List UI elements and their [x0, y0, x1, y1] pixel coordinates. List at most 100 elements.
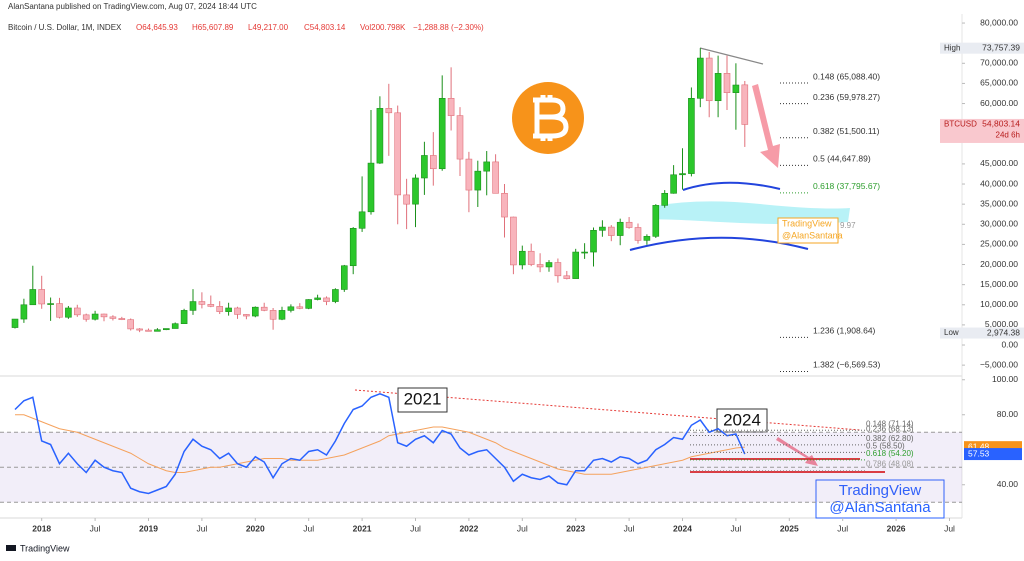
- marker-label: 2,974.38: [987, 327, 1020, 337]
- fib-label: 1.236 (1,908.64): [813, 326, 876, 336]
- y-tick-label: 70,000.00: [980, 58, 1018, 68]
- candle-body: [145, 329, 152, 332]
- rsi-marker-label: 61.48: [968, 441, 990, 451]
- candle-body: [118, 318, 126, 320]
- candle-body: [616, 221, 624, 236]
- x-tick-label: Jul: [196, 523, 207, 533]
- candle-body: [403, 194, 410, 205]
- volume: Vol200.798K: [360, 23, 406, 32]
- candle-body: [438, 98, 446, 170]
- candle-body: [643, 236, 651, 241]
- candle-body: [29, 289, 37, 306]
- candle-body: [287, 306, 295, 311]
- fib-fragment: 9.97: [840, 221, 856, 230]
- rsi-band: [0, 432, 962, 503]
- curve: [629, 236, 809, 251]
- fib-label: 0.5 (58.50): [866, 441, 905, 450]
- rsi-line: [15, 414, 745, 475]
- watermark: @AlanSantana: [829, 499, 931, 516]
- rsi-marker: [964, 448, 1022, 461]
- footer: TradingView: [20, 543, 70, 553]
- candle-body: [412, 177, 419, 205]
- fib-label: 0.382 (62.80): [866, 434, 914, 443]
- candle-body: [100, 313, 108, 318]
- watermark: TradingView: [782, 218, 832, 228]
- candle-body: [679, 173, 686, 176]
- candle-body: [696, 57, 704, 99]
- y-tick-label: 80,000.00: [980, 17, 1018, 27]
- fib-label: 0.236 (59,978.27): [813, 92, 880, 102]
- candle-body: [510, 216, 517, 266]
- candle-body: [590, 230, 597, 253]
- candle-body: [367, 162, 375, 213]
- y-tick-label: 45,000.00: [980, 158, 1018, 168]
- y-tick-label: 60,000.00: [980, 98, 1018, 108]
- marker-name: BTCUSD: [944, 120, 977, 129]
- candle-body: [171, 323, 179, 329]
- candle-body: [421, 155, 428, 179]
- y-tick-label: 40.00: [997, 479, 1019, 489]
- candle-body: [20, 304, 28, 320]
- candle-body: [705, 57, 713, 102]
- rsi-line: [14, 392, 746, 495]
- price-marker: [940, 42, 1024, 54]
- candle-body: [572, 251, 580, 279]
- watermark-box: [777, 217, 839, 244]
- candle-body: [11, 318, 19, 328]
- candle-body: [260, 306, 268, 311]
- candle-body: [234, 307, 241, 315]
- candle-body: [207, 304, 215, 307]
- candle-body: [358, 211, 366, 229]
- change: −1,288.88 (−2.30%): [413, 23, 484, 32]
- curve: [682, 181, 781, 191]
- candle-body: [474, 170, 482, 191]
- y-tick-label: 20,000.00: [980, 259, 1018, 269]
- candle-body: [429, 155, 437, 170]
- candle-body: [492, 161, 499, 194]
- candle-body: [47, 303, 54, 305]
- candle-body: [296, 306, 304, 309]
- candle-body: [278, 310, 286, 320]
- rsi-marker-label: 57.53: [968, 448, 990, 458]
- x-tick-label: 2019: [139, 523, 158, 533]
- fib-label: 0.236 (68.13): [866, 425, 914, 434]
- ohlc-value: O64,645.93: [136, 23, 178, 32]
- candle-body: [483, 161, 491, 172]
- marker-name: Low: [944, 328, 959, 337]
- x-tick-label: 2020: [246, 523, 265, 533]
- candle-body: [741, 84, 749, 125]
- x-tick-label: Jul: [730, 523, 741, 533]
- watermark: TradingView: [839, 482, 922, 499]
- candle-body: [269, 310, 277, 320]
- y-tick-label: 0.00: [1001, 339, 1018, 349]
- bitcoin-logo: [512, 82, 584, 154]
- candle-body: [670, 174, 677, 194]
- y-tick-label: 10,000.00: [980, 299, 1018, 309]
- candle-body: [599, 226, 606, 231]
- annotation: 2021: [404, 389, 442, 408]
- y-tick-label: 30,000.00: [980, 219, 1018, 229]
- x-tick-label: Jul: [90, 523, 101, 533]
- candle-body: [652, 205, 660, 237]
- candle-body: [723, 73, 731, 93]
- annotation: 2024: [723, 410, 761, 429]
- candle-body: [456, 115, 464, 160]
- y-tick-label: 35,000.00: [980, 198, 1018, 208]
- marker-label: 54,803.14: [982, 119, 1020, 129]
- candle-body: [252, 306, 259, 317]
- arrow: [752, 84, 780, 168]
- candle-body: [109, 316, 117, 319]
- y-tick-label: 5,000.00: [985, 319, 1018, 329]
- publisher: AlanSantana published on TradingView.com…: [8, 2, 257, 11]
- x-tick-label: 2018: [32, 523, 51, 533]
- candle-body: [127, 319, 134, 330]
- candle-body: [340, 265, 348, 290]
- fib-label: 1.382 (−6,569.53): [813, 360, 881, 370]
- x-tick-label: 2023: [566, 523, 585, 533]
- x-tick-label: Jul: [517, 523, 528, 533]
- candle-body: [554, 262, 562, 277]
- fib-label: 0.786 (48.08): [866, 460, 914, 469]
- fib-label: 0.148 (65,088.40): [813, 71, 880, 81]
- candle-body: [394, 112, 402, 196]
